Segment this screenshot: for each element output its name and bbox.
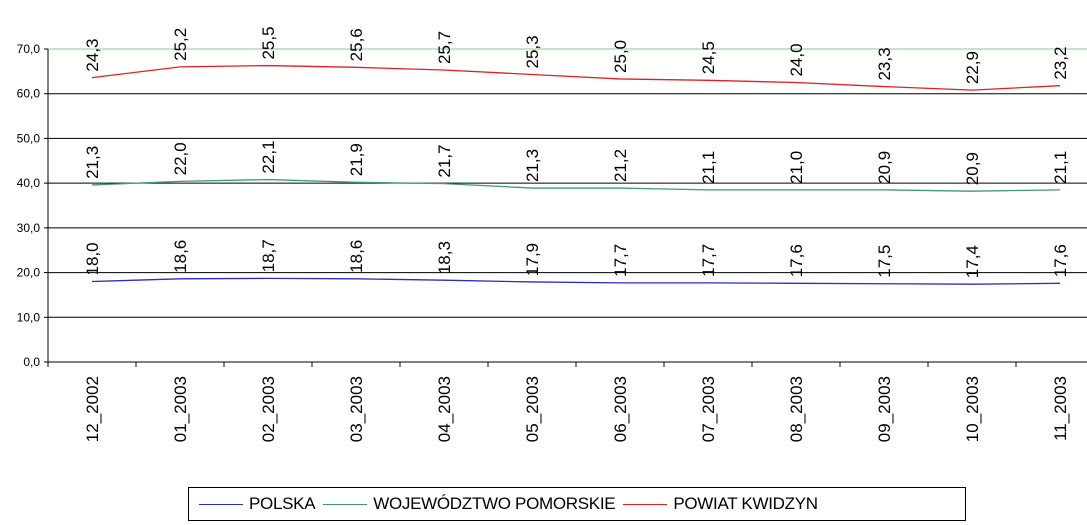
- data-label: 25,6: [347, 28, 366, 61]
- legend-item-wojewodztwo: WOJEWÓDZTWO POMORSKIE: [323, 494, 616, 514]
- data-label: 25,3: [523, 35, 542, 68]
- legend-label-wojewodztwo: WOJEWÓDZTWO POMORSKIE: [373, 494, 616, 513]
- axes: 0,0 10,0 20,0 30,0 40,0 50,0 60,0 70,0 12_2002 01…: [17, 42, 1087, 442]
- series-line-wojewodztwo: [91, 178, 1061, 192]
- series-line-polska: [91, 277, 1061, 285]
- data-label: 17,6: [787, 244, 806, 277]
- data-label: 23,2: [1051, 47, 1070, 80]
- data-label: 18,6: [171, 240, 190, 273]
- data-label: 17,7: [699, 244, 718, 277]
- data-label: 25,0: [611, 40, 630, 73]
- chart-legend: POLSKA WOJEWÓDZTWO POMORSKIE POWIAT KWID…: [188, 487, 966, 521]
- data-label: 21,1: [1051, 151, 1070, 184]
- x-tick-label: 09_2003: [875, 376, 894, 442]
- x-tick-label: 01_2003: [171, 376, 190, 442]
- data-label: 22,9: [963, 51, 982, 84]
- data-label: 17,5: [875, 245, 894, 278]
- series-line-powiat: [91, 64, 1061, 91]
- series-lines: [91, 64, 1061, 285]
- data-label: 20,9: [963, 152, 982, 185]
- x-tick-label: 11_2003: [1051, 376, 1070, 441]
- data-label: 21,2: [611, 149, 630, 182]
- x-tick-label: 10_2003: [963, 376, 982, 442]
- y-tick-label: 0,0: [23, 355, 40, 369]
- legend-label-powiat: POWIAT KWIDZYN: [673, 494, 818, 513]
- data-label: 18,0: [83, 242, 102, 275]
- x-tick-label: 05_2003: [523, 376, 542, 442]
- data-label: 24,0: [787, 43, 806, 76]
- y-tick-label: 40,0: [17, 176, 41, 190]
- legend-swatch-polska: [199, 503, 243, 505]
- data-label: 18,6: [347, 240, 366, 273]
- data-label: 21,3: [523, 149, 542, 182]
- data-label: 17,9: [523, 243, 542, 276]
- x-tick-label: 02_2003: [259, 376, 278, 442]
- data-label: 25,7: [435, 31, 454, 64]
- data-label: 23,3: [875, 47, 894, 80]
- data-label: 17,4: [963, 245, 982, 278]
- x-tick-label: 06_2003: [611, 376, 630, 442]
- legend-item-powiat: POWIAT KWIDZYN: [623, 494, 818, 514]
- y-tick-label: 60,0: [17, 87, 41, 101]
- data-label: 21,7: [435, 144, 454, 177]
- y-tick-label: 30,0: [17, 221, 41, 235]
- x-tick-label: 08_2003: [787, 376, 806, 442]
- data-label: 24,5: [699, 41, 718, 74]
- data-label: 25,5: [259, 26, 278, 59]
- data-label: 21,9: [347, 143, 366, 176]
- gridlines: [48, 48, 1087, 318]
- data-label: 21,3: [83, 146, 102, 179]
- legend-label-polska: POLSKA: [249, 494, 316, 513]
- x-tick-label: 03_2003: [347, 376, 366, 442]
- legend-swatch-wojewodztwo: [323, 503, 368, 505]
- data-label: 21,0: [787, 151, 806, 184]
- data-label: 25,2: [171, 28, 190, 61]
- data-label: 22,1: [259, 140, 278, 173]
- legend-item-polska: POLSKA: [199, 494, 316, 514]
- x-tick-label: 04_2003: [435, 376, 454, 442]
- data-label: 22,0: [171, 142, 190, 175]
- legend-swatch-powiat: [623, 503, 668, 505]
- data-label: 17,6: [1051, 244, 1070, 277]
- data-label: 21,1: [699, 151, 718, 184]
- data-labels: 18,0 18,6 18,7 18,6 18,3 17,9 17,7 17,7 17,6 17,5…: [83, 26, 1070, 278]
- data-label: 24,3: [83, 39, 102, 72]
- x-tick-label: 12_2002: [83, 376, 102, 442]
- line-chart: 0,0 10,0 20,0 30,0 40,0 50,0 60,0 70,0 12_2002 01…: [17, 26, 1087, 442]
- y-tick-label: 50,0: [17, 131, 41, 145]
- data-label: 18,7: [259, 239, 278, 272]
- data-label: 17,7: [611, 244, 630, 277]
- y-tick-label: 20,0: [17, 266, 41, 280]
- y-tick-label: 10,0: [17, 310, 41, 324]
- data-label: 18,3: [435, 241, 454, 274]
- x-tick-label: 07_2003: [699, 376, 718, 442]
- data-label: 20,9: [875, 151, 894, 184]
- y-tick-label: 70,0: [17, 42, 41, 56]
